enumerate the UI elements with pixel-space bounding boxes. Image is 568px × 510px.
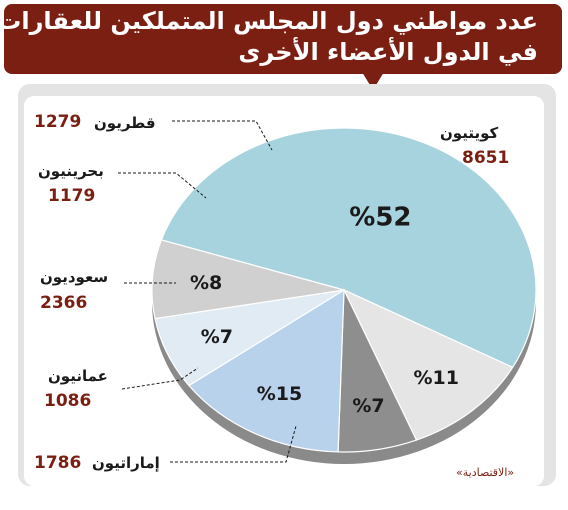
pie-slice-kuwaiti: [160, 127, 537, 369]
leader-line-qatari: [172, 120, 273, 151]
slice-value-kuwaiti: 8651: [462, 148, 510, 168]
chart-title-line-2: في الدول الأعضاء الأخرى: [238, 38, 538, 66]
slice-name-qatari: قطريون: [94, 114, 156, 132]
slice-value-emirati: 1786: [34, 453, 82, 473]
chart-title-line-1: عدد مواطني دول المجلس المتملكين للعقارات: [0, 7, 538, 35]
leader-line-emirati: [170, 425, 297, 463]
slice-value-omani: 1086: [44, 391, 92, 411]
slice-name-saudi: سعوديون: [40, 268, 109, 286]
slice-name-emirati: إماراتيون: [92, 454, 160, 472]
pie-percent-label-emirati: %11: [413, 367, 458, 389]
pie-percent-label-kuwaiti: %52: [349, 203, 411, 233]
title-banner: [4, 4, 562, 74]
source-credit: «الاقتصادية»: [456, 466, 515, 479]
slice-value-qatari: 1279: [34, 112, 82, 132]
slice-name-kuwaiti: كويتيون: [440, 124, 499, 142]
pie-percent-label-qatari: %8: [190, 272, 222, 294]
pie-slice-saudi: [188, 288, 345, 453]
pie-slice-qatari: [151, 239, 345, 320]
slice-name-bahraini: بحرينيون: [38, 162, 104, 180]
slice-value-bahraini: 1179: [48, 186, 96, 206]
slice-name-omani: عمانيون: [48, 367, 108, 385]
leader-line-bahraini: [118, 172, 207, 199]
slice-value-saudi: 2366: [40, 293, 88, 313]
pie-percent-label-saudi: %15: [257, 383, 302, 405]
pie-percent-label-omani: %7: [352, 395, 384, 417]
pie-percent-label-bahraini: %7: [201, 326, 233, 348]
pie-slice-emirati: [342, 288, 514, 441]
